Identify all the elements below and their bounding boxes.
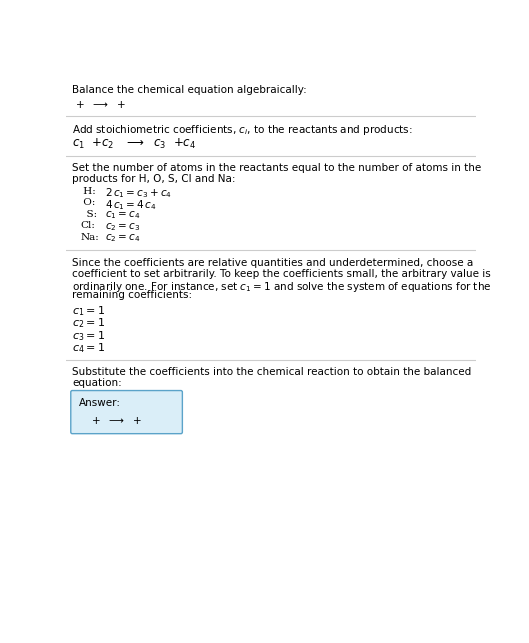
Text: equation:: equation: [72, 378, 122, 388]
Text: ordinarily one. For instance, set $c_1 = 1$ and solve the system of equations fo: ordinarily one. For instance, set $c_1 =… [72, 280, 492, 294]
Text: H:: H: [80, 186, 96, 195]
Text: Answer:: Answer: [78, 398, 121, 408]
FancyBboxPatch shape [71, 390, 183, 433]
Text: Add stoichiometric coefficients, $c_i$, to the reactants and products:: Add stoichiometric coefficients, $c_i$, … [72, 123, 413, 138]
Text: $c_1 = 1$: $c_1 = 1$ [72, 304, 105, 318]
Text: +  $\longrightarrow$  +: + $\longrightarrow$ + [72, 99, 127, 110]
Text: +  $\longrightarrow$  +: + $\longrightarrow$ + [88, 415, 143, 426]
Text: S:: S: [80, 210, 97, 219]
Text: O:: O: [80, 198, 95, 207]
Text: $c_1$  +$c_2$   $\longrightarrow$  $c_3$  +$c_4$: $c_1$ +$c_2$ $\longrightarrow$ $c_3$ +$c… [72, 136, 196, 150]
Text: $c_1 = c_4$: $c_1 = c_4$ [105, 210, 140, 221]
Text: Balance the chemical equation algebraically:: Balance the chemical equation algebraica… [72, 85, 307, 95]
Text: Substitute the coefficients into the chemical reaction to obtain the balanced: Substitute the coefficients into the che… [72, 367, 471, 377]
Text: $c_2 = c_4$: $c_2 = c_4$ [105, 233, 140, 244]
Text: $c_4 = 1$: $c_4 = 1$ [72, 341, 105, 355]
Text: $4\,c_1 = 4\,c_4$: $4\,c_1 = 4\,c_4$ [105, 198, 157, 212]
Text: Set the number of atoms in the reactants equal to the number of atoms in the: Set the number of atoms in the reactants… [72, 163, 481, 174]
Text: Na:: Na: [80, 233, 99, 242]
Text: coefficient to set arbitrarily. To keep the coefficients small, the arbitrary va: coefficient to set arbitrarily. To keep … [72, 269, 491, 279]
Text: products for H, O, S, Cl and Na:: products for H, O, S, Cl and Na: [72, 174, 236, 184]
Text: $c_2 = 1$: $c_2 = 1$ [72, 316, 105, 331]
Text: $c_3 = 1$: $c_3 = 1$ [72, 329, 105, 343]
Text: $c_2 = c_3$: $c_2 = c_3$ [105, 221, 140, 233]
Text: $2\,c_1 = c_3 + c_4$: $2\,c_1 = c_3 + c_4$ [105, 186, 172, 201]
Text: remaining coefficients:: remaining coefficients: [72, 291, 193, 300]
Text: Cl:: Cl: [80, 221, 95, 230]
Text: Since the coefficients are relative quantities and underdetermined, choose a: Since the coefficients are relative quan… [72, 258, 473, 268]
